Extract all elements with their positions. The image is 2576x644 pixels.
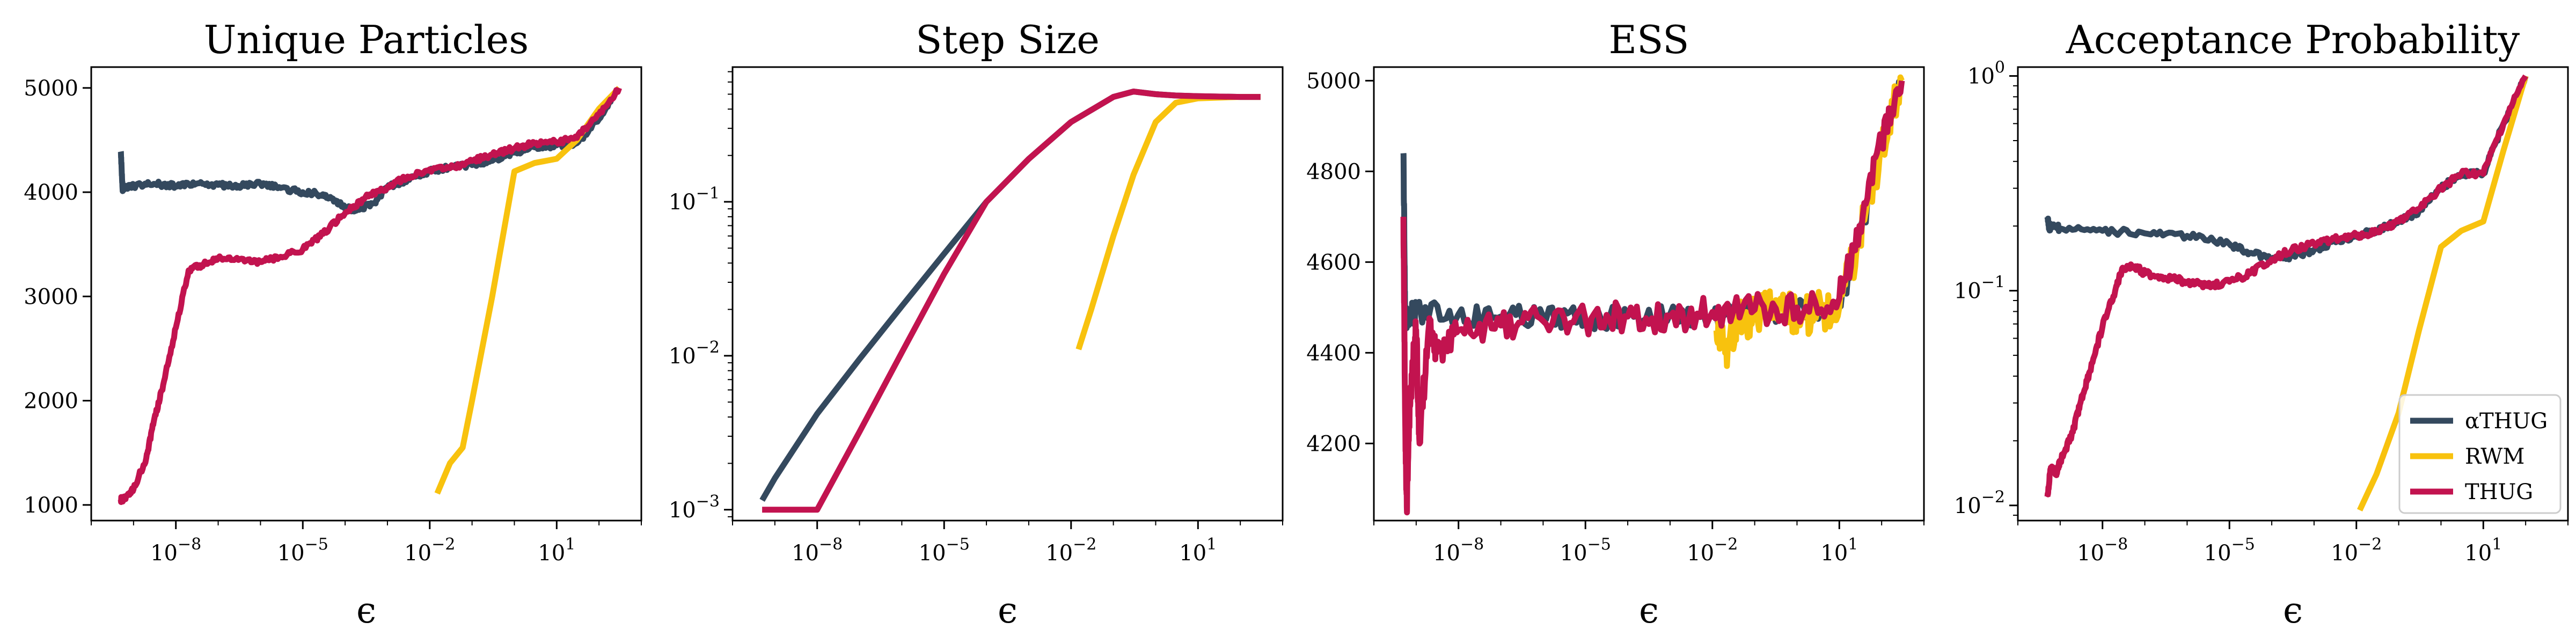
- chart-title: Step Size: [916, 17, 1100, 62]
- x-axis-label: ϵ: [1639, 590, 1659, 631]
- y-tick-label: 5000: [1306, 69, 1361, 93]
- series-line-thug: [2044, 74, 2528, 497]
- plot-frame: [1373, 66, 1925, 522]
- x-tick-label: 10−8: [150, 535, 201, 566]
- x-tick-label: 10−2: [1687, 535, 1738, 566]
- x-tick-label: 10−5: [919, 535, 970, 566]
- y-tick-label: 10−2: [1954, 488, 2005, 518]
- x-tick-label: 10−5: [2204, 535, 2255, 566]
- panel-1: Unique Particles ϵ 10−8 10−5 10−2 101 1000 2000…: [24, 17, 642, 631]
- x-axis-label: ϵ: [2283, 590, 2303, 631]
- chart-title: ESS: [1609, 17, 1689, 62]
- y-tick-label: 10−1: [1954, 273, 2005, 304]
- plot-frame: [731, 66, 1284, 522]
- y-tick-label: 5000: [24, 76, 78, 101]
- series-line-rwm: [1075, 94, 1261, 350]
- legend: αTHUG RWM THUG: [2398, 394, 2562, 514]
- panel-4: Acceptance Probability ϵ 10−8 10−5 10−2 101 10…: [1954, 17, 2569, 631]
- legend-label: αTHUG: [2465, 409, 2548, 434]
- x-tick-label: 10−8: [1433, 535, 1484, 566]
- y-tick-label: 4800: [1306, 159, 1361, 184]
- x-tick-label: 101: [1820, 535, 1858, 566]
- x-tick-label: 10−5: [277, 535, 328, 566]
- series-line-αthug: [2044, 75, 2529, 263]
- series-line-rwm: [2357, 75, 2529, 512]
- legend-box: [2398, 394, 2562, 514]
- y-tick-label: 10−3: [669, 492, 720, 523]
- x-tick-label: 10−8: [2077, 535, 2128, 566]
- series-line-thug: [1400, 80, 1905, 516]
- plot-frame: [2017, 66, 2569, 522]
- x-tick-label: 10−2: [1045, 535, 1096, 566]
- y-tick-label: 10−1: [669, 184, 720, 215]
- x-tick-label: 101: [1179, 535, 1217, 566]
- series-line-rwm: [1713, 74, 1905, 369]
- y-tick-label: 4000: [24, 180, 78, 205]
- series-line-thug: [118, 87, 622, 505]
- y-tick-label: 10−2: [669, 338, 720, 369]
- x-tick-label: 101: [2464, 535, 2502, 566]
- y-tick-label: 3000: [24, 284, 78, 309]
- plot-frame: [90, 66, 642, 522]
- y-tick-label: 1000: [24, 493, 78, 518]
- series-line-αthug: [759, 89, 1261, 502]
- chart-title: Unique Particles: [204, 17, 529, 62]
- x-axis-label: ϵ: [998, 590, 1018, 631]
- x-tick-label: 10−2: [2331, 535, 2382, 566]
- y-tick-label: 100: [1967, 58, 2005, 89]
- x-tick-label: 10−8: [792, 535, 843, 566]
- x-tick-label: 10−5: [1560, 535, 1611, 566]
- series-line-αthug: [118, 86, 622, 215]
- panel-2: Step Size ϵ 10−8 10−5 10−2 101 10−3 10−2 10−1: [669, 17, 1284, 631]
- panel-3: ESS ϵ 10−8 10−5 10−2 101 4200 4400 4600 4800 5000: [1306, 17, 1925, 631]
- y-tick-label: 2000: [24, 389, 78, 414]
- x-tick-label: 10−2: [404, 535, 455, 566]
- y-tick-label: 4600: [1306, 250, 1361, 275]
- x-tick-label: 101: [538, 535, 575, 566]
- y-tick-label: 4200: [1306, 431, 1361, 456]
- x-axis-label: ϵ: [356, 590, 376, 631]
- chart-title: Acceptance Probability: [2066, 17, 2520, 62]
- y-tick-label: 4400: [1306, 341, 1361, 365]
- series-line-αthug: [1400, 78, 1905, 332]
- series-line-thug: [762, 89, 1261, 513]
- legend-label: RWM: [2465, 444, 2524, 469]
- legend-label: THUG: [2465, 480, 2533, 504]
